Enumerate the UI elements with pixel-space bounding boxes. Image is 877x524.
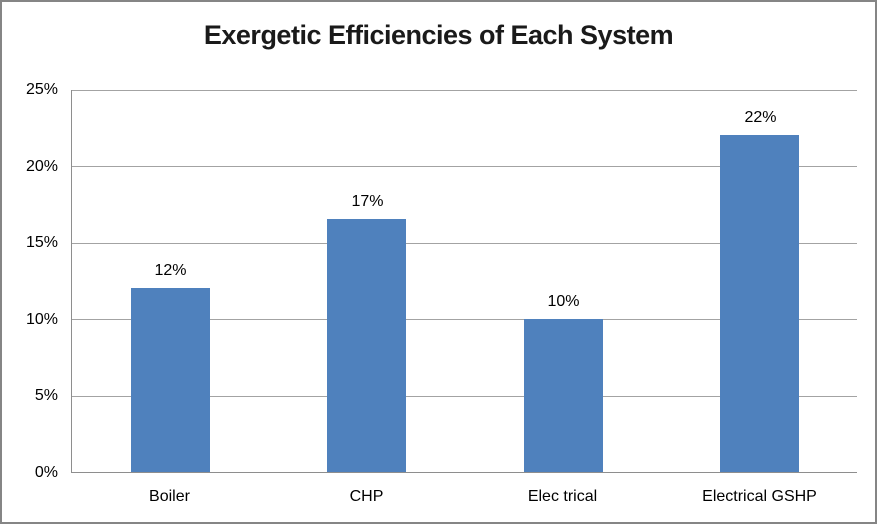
gridline: [72, 90, 857, 91]
y-tick-label: 25%: [25, 81, 58, 98]
y-tick-label: 0%: [34, 464, 58, 481]
gridline: [72, 166, 857, 167]
gridline: [72, 319, 857, 320]
chart-title: Exergetic Efficiencies of Each System: [203, 20, 674, 50]
bar-elec-trical: [524, 319, 603, 472]
data-label-boiler: 12%: [154, 262, 187, 279]
plot-area: 12% 17% 10% 22%: [71, 90, 857, 473]
data-label-elec-trical: 10%: [547, 293, 580, 310]
bar-chp: [327, 219, 406, 472]
y-tick-label: 5%: [34, 387, 58, 404]
y-tick-label: 15%: [25, 234, 58, 251]
category-label-chp: CHP: [349, 488, 384, 505]
gridline: [72, 243, 857, 244]
y-tick-label: 20%: [25, 158, 58, 175]
gridline: [72, 396, 857, 397]
category-label-boiler: Boiler: [149, 488, 190, 505]
y-tick-label: 10%: [25, 311, 58, 328]
category-label-electrical-gshp: Electrical GSHP: [702, 488, 817, 505]
bar-boiler: [131, 288, 210, 472]
data-label-electrical-gshp: 22%: [744, 109, 777, 126]
bar-electrical-gshp: [720, 135, 799, 472]
category-label-elec-trical: Elec trical: [527, 488, 598, 505]
data-label-chp: 17%: [351, 193, 384, 210]
